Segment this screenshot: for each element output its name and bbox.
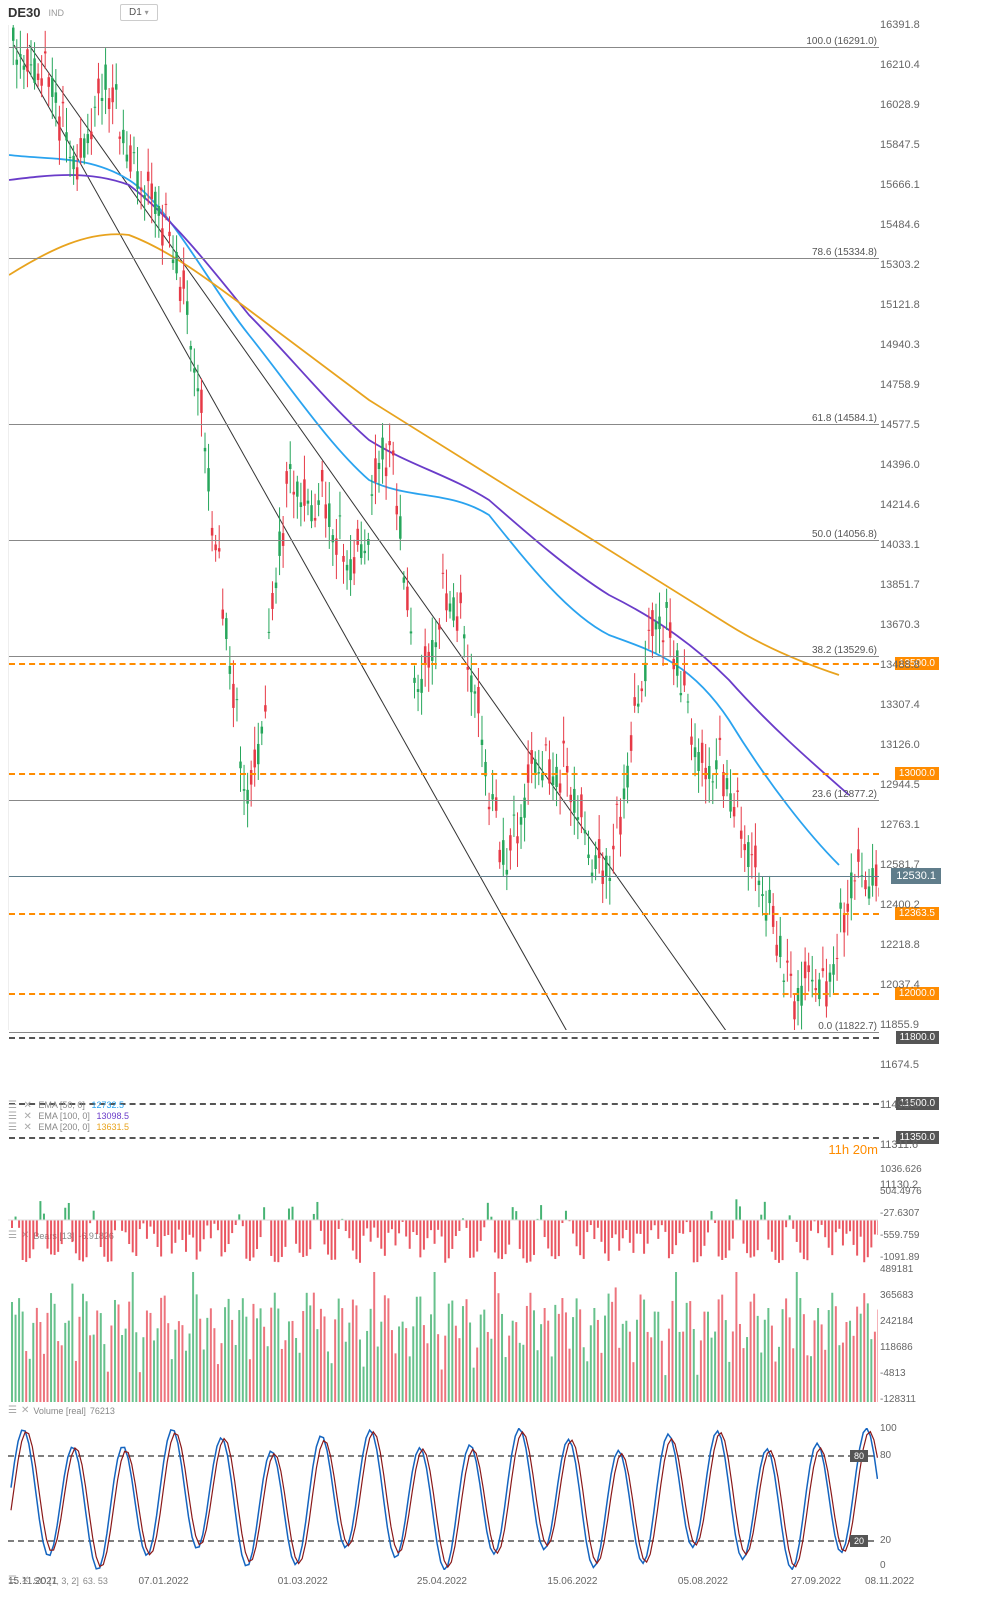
price-chart[interactable]: 100.0 (16291.0)78.6 (15334.8)61.8 (14584…	[8, 25, 878, 1030]
price-y-axis: 16391.816210.416028.915847.515666.115484…	[880, 25, 990, 1030]
volume-y-axis: 489181365683242184118686-4813-128311	[880, 1268, 990, 1408]
volume-chart[interactable]	[8, 1272, 878, 1402]
bears-chart[interactable]	[8, 1175, 878, 1265]
chart-container: DE30 IND D1 ▾ 100.0 (16291.0)78.6 (15334…	[0, 0, 998, 1600]
chart-header: DE30 IND D1 ▾	[8, 4, 158, 21]
timeframe-button[interactable]: D1 ▾	[120, 4, 158, 21]
current-price-line: 12530.1	[9, 876, 879, 877]
ema-indicator-labels: ☰ ✕ EMA [50, 0] 12732.5☰ ✕ EMA [100, 0] …	[8, 1100, 133, 1133]
bears-y-axis: 1036.626504.4976-27.6307-559.759-1091.89	[880, 1168, 990, 1268]
instrument-tag: IND	[49, 8, 65, 18]
candle-svg	[9, 25, 879, 1030]
chevron-down-icon: ▾	[145, 8, 149, 17]
symbol-label: DE30	[8, 5, 41, 20]
settings-icon[interactable]: ☰	[8, 1405, 17, 1416]
time-x-axis: 15.11.202107.01.202201.03.202225.04.2022…	[8, 1576, 988, 1596]
candle-countdown: 11h 20m	[828, 1142, 878, 1157]
stochastic-chart[interactable]	[8, 1428, 878, 1570]
stochastic-y-axis: 100 80 20 0 80 20	[880, 1428, 990, 1570]
volume-indicator-header: ☰ ✕ Volume [real] 76213	[8, 1405, 115, 1416]
close-icon[interactable]: ✕	[21, 1405, 29, 1416]
